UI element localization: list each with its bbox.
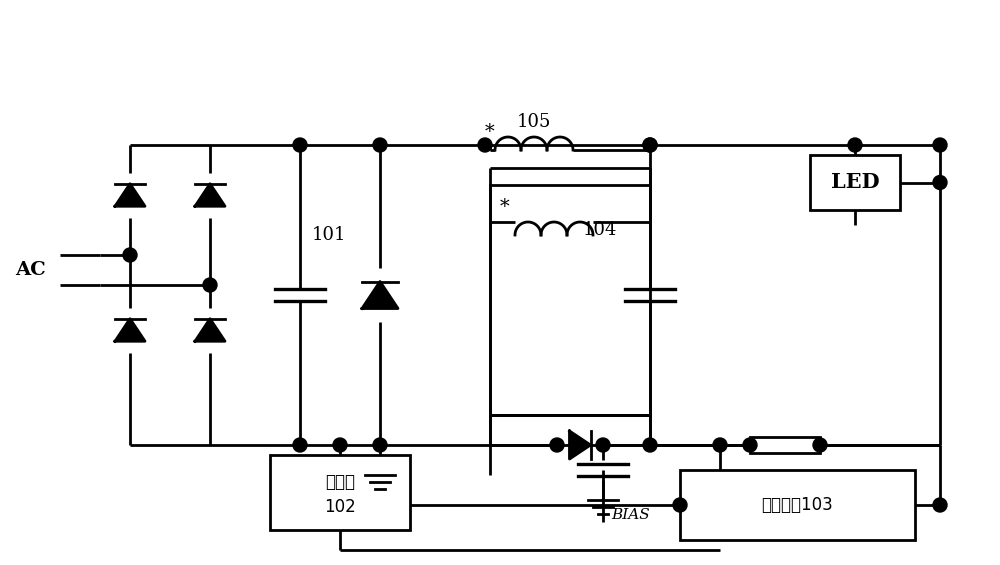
Bar	[810, 155, 900, 210]
Polygon shape	[362, 281, 398, 308]
Text: *: *	[500, 198, 510, 216]
Circle shape	[933, 176, 947, 189]
Circle shape	[373, 438, 387, 452]
Text: AC: AC	[15, 261, 46, 279]
Polygon shape	[569, 431, 590, 459]
Polygon shape	[195, 319, 225, 341]
Text: 104: 104	[583, 221, 617, 239]
Bar	[680, 470, 915, 540]
Circle shape	[550, 438, 564, 452]
Polygon shape	[195, 184, 225, 206]
Circle shape	[596, 438, 610, 452]
Circle shape	[743, 438, 757, 452]
Circle shape	[333, 438, 347, 452]
Circle shape	[478, 138, 492, 152]
Text: 驱动器: 驱动器	[325, 473, 355, 492]
Bar	[270, 455, 410, 530]
Text: BIAS: BIAS	[611, 508, 650, 522]
Text: 102: 102	[324, 498, 356, 516]
Text: LED: LED	[831, 172, 879, 193]
Bar	[750, 437, 820, 453]
Circle shape	[373, 138, 387, 152]
Circle shape	[293, 138, 307, 152]
Text: 105: 105	[517, 113, 551, 131]
Text: 控制电路103: 控制电路103	[762, 496, 833, 514]
Circle shape	[813, 438, 827, 452]
Text: *: *	[485, 123, 495, 141]
Polygon shape	[115, 319, 145, 341]
Text: 101: 101	[312, 226, 347, 244]
Circle shape	[673, 498, 687, 512]
Circle shape	[293, 438, 307, 452]
Circle shape	[643, 438, 657, 452]
Circle shape	[848, 138, 862, 152]
Polygon shape	[115, 184, 145, 206]
Circle shape	[203, 278, 217, 292]
Circle shape	[933, 498, 947, 512]
Circle shape	[643, 138, 657, 152]
Circle shape	[713, 438, 727, 452]
Circle shape	[643, 138, 657, 152]
Circle shape	[123, 248, 137, 262]
Bar	[490, 185, 650, 415]
Circle shape	[933, 138, 947, 152]
